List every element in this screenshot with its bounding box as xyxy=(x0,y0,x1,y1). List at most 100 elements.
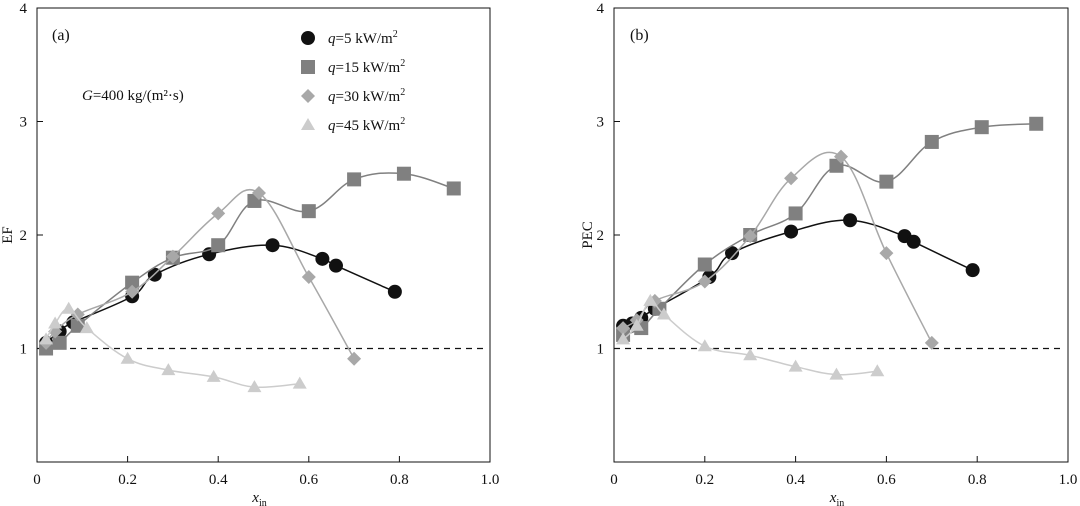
data-point-series-2 xyxy=(879,246,894,261)
data-point-series-1 xyxy=(347,172,362,187)
legend-text: =15 kW/m xyxy=(336,60,401,76)
legend-marker-0 xyxy=(301,31,315,45)
data-point-series-2 xyxy=(211,206,226,221)
x-axis-label-main: x xyxy=(251,490,259,506)
x-tick-label: 0.6 xyxy=(299,472,318,488)
plot-frame xyxy=(613,7,1069,463)
data-point-series-1 xyxy=(125,275,140,290)
data-point-series-3 xyxy=(629,318,644,331)
y-tick-label: 2 xyxy=(20,228,28,244)
legend-sup: 2 xyxy=(400,87,405,98)
x-tick-label: 0.4 xyxy=(786,472,805,488)
data-point-series-1 xyxy=(1029,116,1044,131)
data-point-series-0 xyxy=(725,246,740,261)
y-tick-label: 3 xyxy=(597,115,605,131)
series-line-1 xyxy=(622,123,1037,336)
x-axis-label-sub: in xyxy=(259,498,267,506)
legend-sup: 2 xyxy=(400,58,405,69)
annotation-text: =400 kg/(m²·s) xyxy=(93,88,184,104)
x-axis-label: xin xyxy=(829,490,844,506)
data-point-series-1 xyxy=(974,120,989,135)
data-point-series-3 xyxy=(79,321,94,334)
data-point-series-3 xyxy=(743,348,758,361)
data-point-series-3 xyxy=(61,301,76,314)
data-point-series-1 xyxy=(697,257,712,272)
data-point-series-3 xyxy=(292,376,307,389)
data-point-series-1 xyxy=(446,181,461,196)
y-tick-label: 4 xyxy=(20,1,28,17)
data-point-series-2 xyxy=(784,171,799,186)
x-tick-label: 0 xyxy=(33,472,41,488)
data-point-series-2 xyxy=(347,351,362,366)
legend-var: q xyxy=(328,60,336,76)
data-point-series-2 xyxy=(125,284,140,299)
legend-entry-0: q=5 kW/m2 xyxy=(328,29,398,47)
legend-var: q xyxy=(328,118,336,134)
panel-label: (b) xyxy=(630,27,649,44)
data-point-series-0 xyxy=(965,263,980,278)
data-point-series-0 xyxy=(906,234,921,249)
data-point-series-3 xyxy=(616,332,631,345)
y-tick-label: 3 xyxy=(20,115,28,131)
data-point-series-1 xyxy=(788,206,803,221)
series-line-0 xyxy=(45,244,396,344)
data-point-series-0 xyxy=(843,213,858,228)
annotation-var: G xyxy=(82,88,93,104)
legend-sup: 2 xyxy=(400,116,405,127)
data-point-series-1 xyxy=(924,134,939,149)
data-point-series-2 xyxy=(165,249,180,264)
data-point-series-0 xyxy=(265,238,280,253)
data-point-series-1 xyxy=(211,238,226,253)
data-point-series-3 xyxy=(829,367,844,380)
data-point-series-3 xyxy=(48,316,63,329)
x-axis-label-sub: in xyxy=(836,498,844,506)
data-point-series-3 xyxy=(870,364,885,377)
legend-var: q xyxy=(328,89,336,105)
legend-marker-1 xyxy=(301,60,315,74)
data-point-series-1 xyxy=(396,166,411,181)
data-point-series-1 xyxy=(52,335,67,350)
data-point-series-3 xyxy=(643,293,658,306)
mass-flux-annotation: G=400 kg/(m²·s) xyxy=(82,88,184,104)
data-point-series-0 xyxy=(784,224,799,239)
x-tick-label: 0 xyxy=(610,472,618,488)
legend-entry-2: q=30 kW/m2 xyxy=(328,87,405,105)
y-tick-label: 2 xyxy=(597,228,605,244)
y-axis-label: PEC xyxy=(580,221,596,249)
legend-text: =30 kW/m xyxy=(336,89,401,105)
plot-frame xyxy=(36,7,491,463)
data-point-series-2 xyxy=(743,229,758,244)
data-point-series-3 xyxy=(120,351,135,364)
data-point-series-2 xyxy=(834,149,848,164)
data-point-series-2 xyxy=(301,269,316,284)
legend-entry-3: q=45 kW/m2 xyxy=(328,116,405,134)
legend-var: q xyxy=(328,31,336,47)
legend-sup: 2 xyxy=(393,29,398,40)
legend-marker-3 xyxy=(301,118,315,130)
x-axis-label-main: x xyxy=(829,490,837,506)
y-tick-label: 1 xyxy=(597,342,605,358)
x-tick-label: 1.0 xyxy=(481,472,500,488)
data-point-series-0 xyxy=(387,284,402,299)
legend-text: =5 kW/m xyxy=(336,31,394,47)
data-point-series-3 xyxy=(697,339,712,352)
data-point-series-3 xyxy=(161,363,176,376)
data-point-series-2 xyxy=(251,186,266,201)
x-tick-label: 0.2 xyxy=(695,472,714,488)
x-tick-label: 0.2 xyxy=(118,472,137,488)
x-tick-label: 0.6 xyxy=(877,472,896,488)
x-tick-label: 0.8 xyxy=(390,472,409,488)
panel-b: 0 0.2 0.4 0.6 0.8 1.0 1 2 3 4 xin PEC (b) xyxy=(580,1,1077,506)
data-point-series-2 xyxy=(70,307,85,322)
legend-marker-2 xyxy=(301,89,315,103)
series-line-3 xyxy=(622,299,878,376)
x-tick-label: 1.0 xyxy=(1059,472,1078,488)
data-point-series-1 xyxy=(879,174,894,189)
data-point-series-1 xyxy=(301,204,316,219)
data-point-series-3 xyxy=(206,369,221,382)
data-point-series-2 xyxy=(924,335,939,350)
x-tick-label: 0.8 xyxy=(968,472,987,488)
data-point-series-0 xyxy=(328,258,343,273)
